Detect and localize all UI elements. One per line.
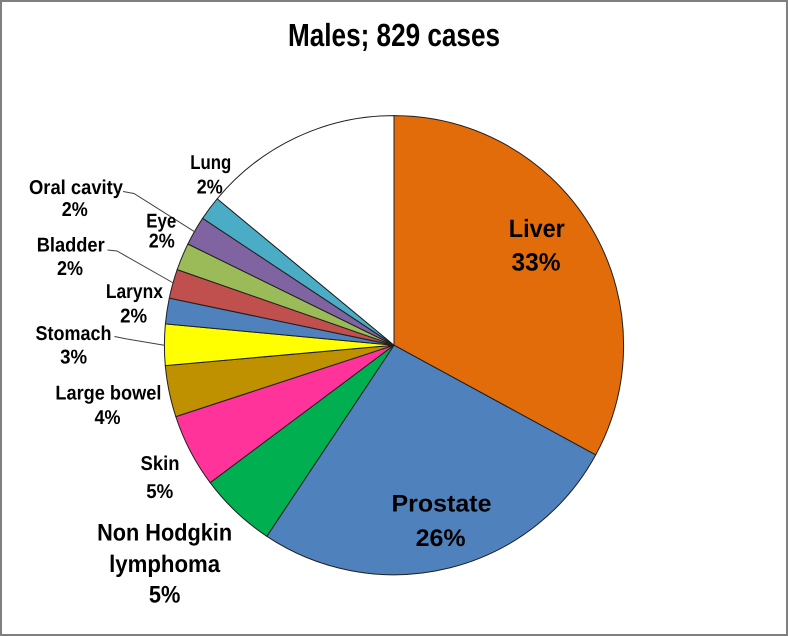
svg-text:2%: 2%: [197, 176, 223, 198]
svg-text:Liver: Liver: [509, 215, 565, 243]
svg-text:Eye: Eye: [146, 210, 176, 232]
svg-text:Lung: Lung: [190, 152, 231, 174]
svg-text:3%: 3%: [60, 346, 87, 368]
svg-text:4%: 4%: [95, 407, 121, 429]
svg-text:Oral cavity: Oral cavity: [29, 177, 124, 199]
svg-text:Skin: Skin: [141, 453, 180, 475]
svg-text:26%: 26%: [416, 525, 466, 552]
svg-text:lymphoma: lymphoma: [109, 551, 221, 578]
svg-text:Stomach: Stomach: [36, 323, 112, 345]
svg-text:33%: 33%: [512, 248, 561, 276]
svg-text:2%: 2%: [120, 306, 147, 328]
svg-text:2%: 2%: [62, 199, 88, 221]
svg-text:5%: 5%: [149, 582, 181, 609]
svg-text:5%: 5%: [146, 481, 173, 503]
svg-text:Prostate: Prostate: [392, 490, 492, 517]
svg-text:2%: 2%: [149, 230, 175, 252]
svg-text:Bladder: Bladder: [37, 235, 105, 257]
svg-text:2%: 2%: [57, 258, 83, 280]
svg-text:Larynx: Larynx: [106, 281, 163, 303]
svg-text:Large bowel: Large bowel: [55, 382, 161, 404]
svg-text:Males; 829 cases: Males; 829 cases: [288, 17, 500, 53]
svg-text:Non Hodgkin: Non Hodgkin: [97, 520, 232, 547]
